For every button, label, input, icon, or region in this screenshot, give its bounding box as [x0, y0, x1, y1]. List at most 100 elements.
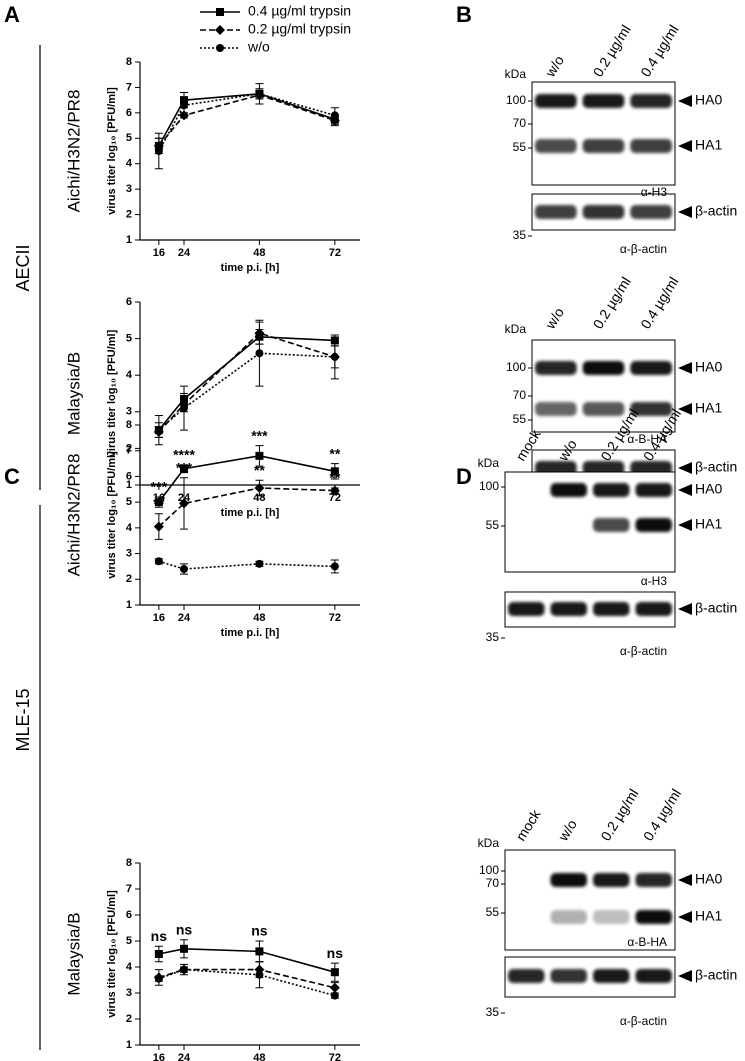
series	[154, 961, 339, 1000]
x-tick-label: 72	[329, 612, 341, 624]
marker-label: 55	[513, 140, 527, 154]
data-point	[330, 352, 339, 361]
marker-label: 100	[506, 360, 526, 374]
data-point	[154, 147, 163, 155]
data-point	[154, 557, 163, 566]
band	[593, 910, 630, 924]
band-label: HA0	[695, 871, 722, 887]
y-tick-label: 8	[126, 56, 132, 68]
y-axis-label: virus titer log₁₀ [PFU/ml]	[106, 451, 118, 579]
series-line	[158, 352, 335, 431]
band-label: β-actin	[695, 967, 737, 983]
antibody-label: α-B-HA	[627, 432, 667, 446]
band-label: HA0	[695, 92, 722, 108]
arrowhead	[678, 603, 692, 615]
significance-label: **	[329, 445, 340, 461]
series	[154, 557, 339, 575]
band	[593, 602, 630, 616]
x-tick-label: 16	[153, 247, 165, 259]
band-label: β-actin	[695, 459, 737, 475]
marker-label: 100	[479, 479, 499, 493]
panel-label: B	[456, 2, 472, 27]
marker-label: 55	[486, 905, 500, 919]
marker-label: 55	[513, 412, 527, 426]
data-point	[154, 426, 163, 435]
significance-label: ns	[327, 945, 344, 961]
y-tick-label: 5	[126, 935, 132, 947]
lane-label: 0.2 µg/ml	[597, 786, 641, 844]
marker-label: 35	[513, 228, 527, 242]
data-point	[255, 947, 264, 956]
y-tick-label: 8	[126, 857, 132, 869]
band	[635, 518, 672, 532]
x-tick-label: 48	[253, 492, 265, 504]
significance-label: **	[254, 462, 265, 478]
data-point	[154, 950, 163, 958]
series	[154, 328, 339, 438]
series	[154, 83, 339, 170]
y-tick-label: 6	[126, 909, 132, 921]
arrowhead	[678, 403, 692, 415]
series-line	[158, 968, 336, 997]
arrowhead	[678, 874, 692, 886]
band	[635, 483, 672, 497]
data-point	[329, 485, 340, 496]
band-label: β-actin	[695, 203, 737, 219]
arrowhead	[678, 362, 692, 374]
lane-label: 0.2 µg/ml	[590, 22, 634, 80]
marker-label: 70	[513, 116, 527, 130]
legend-label: 0.4 µg/ml trypsin	[248, 3, 351, 19]
y-axis-label: virus titer log₁₀ [PFU/ml]	[106, 329, 118, 457]
x-tick-label: 24	[178, 247, 191, 259]
data-point	[255, 559, 264, 568]
marker-label: 35	[486, 630, 500, 644]
x-tick-label: 72	[329, 247, 341, 259]
chart-title: Aichi/H3N2/PR8	[64, 90, 83, 213]
band	[582, 402, 625, 416]
significance-label: ***	[176, 459, 193, 475]
kda-label: kDa	[505, 67, 527, 81]
group-label: AECII	[13, 244, 33, 291]
band	[593, 969, 630, 983]
band	[508, 969, 545, 983]
y-tick-label: 5	[126, 496, 132, 508]
data-point	[329, 982, 340, 993]
x-tick-label: 48	[253, 247, 265, 259]
series-line	[158, 94, 336, 147]
x-tick-label: 48	[253, 612, 265, 624]
antibody-label: α-B-HA	[627, 935, 667, 949]
data-point	[179, 498, 189, 509]
arrowhead	[678, 519, 692, 531]
y-tick-label: 3	[126, 547, 132, 559]
arrowhead	[678, 484, 692, 496]
antibody-label: α-H3	[641, 574, 668, 588]
band	[508, 602, 545, 616]
band	[635, 910, 672, 924]
band	[635, 602, 672, 616]
data-point	[154, 498, 163, 507]
arrowhead	[678, 95, 692, 107]
data-point	[330, 467, 339, 476]
band	[550, 910, 587, 924]
y-tick-label: 1	[126, 234, 132, 246]
band	[535, 205, 577, 219]
band-label: HA0	[695, 359, 722, 375]
x-axis-label: time p.i. [h]	[221, 507, 280, 519]
legend-label: 0.2 µg/ml trypsin	[248, 21, 351, 37]
y-tick-label: 2	[126, 1013, 132, 1025]
kda-label: kDa	[478, 836, 500, 850]
band	[582, 361, 625, 375]
arrowhead	[678, 140, 692, 152]
chart-title: Aichi/H3N2/PR8	[64, 454, 83, 577]
band	[635, 969, 672, 983]
y-tick-label: 4	[126, 961, 133, 973]
kda-label: kDa	[478, 456, 500, 470]
band	[550, 602, 587, 616]
marker-label: 70	[513, 388, 527, 402]
x-tick-label: 24	[178, 1052, 191, 1061]
band	[535, 139, 577, 153]
data-point	[154, 974, 163, 983]
arrowhead	[678, 206, 692, 218]
band	[630, 361, 672, 375]
